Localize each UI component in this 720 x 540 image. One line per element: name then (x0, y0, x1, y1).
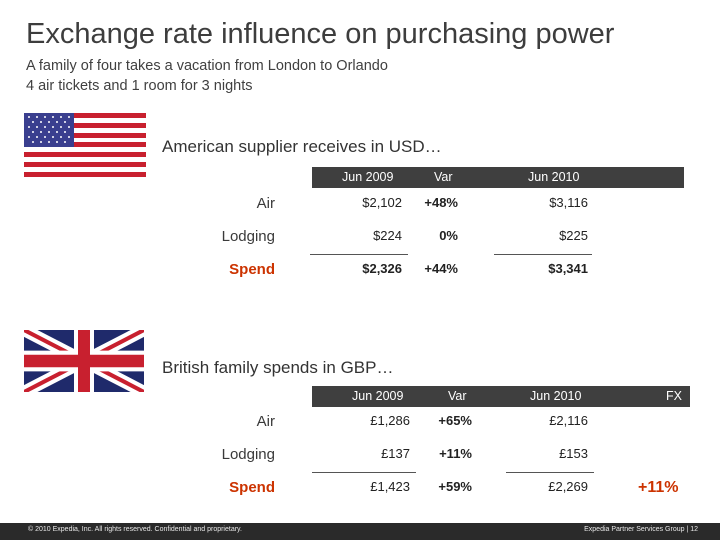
us-lodging-jun2009: $224 (373, 228, 402, 243)
us-col-jun2009: Jun 2009 (342, 170, 394, 184)
uk-col-jun2009: Jun 2009 (352, 389, 404, 403)
uk-col-jun2010: Jun 2010 (530, 389, 582, 403)
us-row-air-label: Air (256, 195, 275, 212)
us-lodging-jun2010: $225 (559, 228, 588, 243)
us-header-bar: Jun 2009 Var Jun 2010 (312, 167, 684, 188)
us-row-spend-label: Spend (229, 261, 275, 278)
uk-air-jun2010: £2,116 (549, 413, 588, 428)
footer-page-info: Expedia Partner Services Group | 12 (584, 526, 698, 533)
uk-flag-icon (24, 330, 144, 392)
subtitle-line-1: A family of four takes a vacation from L… (26, 58, 388, 74)
us-lodging-var: 0% (439, 228, 458, 243)
uk-col-var: Var (448, 389, 467, 403)
us-flag-icon (24, 113, 146, 177)
uk-sum-rule-1 (312, 472, 416, 473)
uk-col-fx: FX (666, 389, 682, 403)
us-spend-jun2009: $2,326 (362, 261, 402, 276)
uk-lodging-jun2010: £153 (559, 446, 588, 461)
footer-copyright: © 2010 Expedia, Inc. All rights reserved… (28, 526, 242, 533)
uk-air-var: +65% (438, 413, 472, 428)
uk-row-lodging-label: Lodging (221, 446, 275, 463)
uk-fx-value: +11% (638, 479, 679, 496)
us-air-jun2009: $2,102 (362, 195, 402, 210)
uk-row-air-label: Air (256, 413, 275, 430)
us-col-var: Var (434, 170, 453, 184)
us-spend-jun2010: $3,341 (548, 261, 588, 276)
us-row-lodging-label: Lodging (221, 228, 275, 245)
us-air-var: +48% (424, 195, 458, 210)
uk-sum-rule-2 (506, 472, 594, 473)
uk-section-heading: British family spends in GBP… (162, 358, 394, 377)
subtitle-line-2: 4 air tickets and 1 room for 3 nights (26, 78, 253, 94)
uk-row-spend-label: Spend (229, 479, 275, 496)
us-spend-var: +44% (424, 261, 458, 276)
uk-lodging-var: +11% (439, 446, 472, 461)
us-air-jun2010: $3,116 (549, 195, 588, 210)
us-section-heading: American supplier receives in USD… (162, 137, 442, 156)
us-sum-rule-1 (310, 254, 408, 255)
us-sum-rule-2 (494, 254, 592, 255)
slide-title: Exchange rate influence on purchasing po… (26, 18, 615, 50)
uk-spend-jun2009: £1,423 (370, 479, 410, 494)
uk-spend-jun2010: £2,269 (548, 479, 588, 494)
us-col-jun2010: Jun 2010 (528, 170, 580, 184)
footer-bar: © 2010 Expedia, Inc. All rights reserved… (0, 523, 720, 540)
uk-spend-var: +59% (438, 479, 472, 494)
uk-lodging-jun2009: £137 (381, 446, 410, 461)
uk-header-bar: Jun 2009 Var Jun 2010 FX (312, 386, 690, 407)
uk-air-jun2009: £1,286 (370, 413, 410, 428)
